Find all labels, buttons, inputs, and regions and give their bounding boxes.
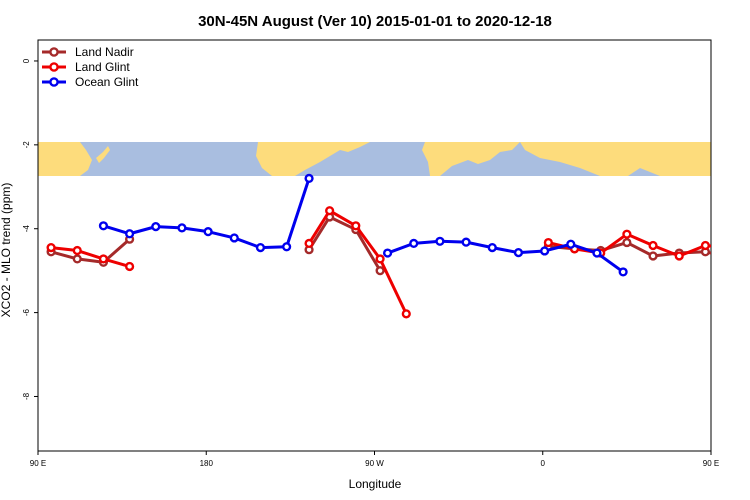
legend-marker — [49, 47, 59, 57]
map-land-north-america — [256, 142, 370, 176]
chart-title: 30N-45N August (Ver 10) 2015-01-01 to 20… — [198, 13, 552, 30]
series-line-ocean-glint — [739, 226, 750, 234]
data-point-land-glint — [543, 237, 553, 248]
series-ocean-glint — [98, 173, 750, 277]
data-point-land-glint — [648, 240, 658, 251]
data-point-ocean-glint — [229, 233, 239, 243]
data-point-ocean-glint — [487, 242, 497, 253]
map-land-asia — [38, 142, 92, 176]
legend-marker — [49, 62, 59, 72]
data-point-land-nadir — [375, 266, 385, 276]
data-point-ocean-glint — [304, 173, 314, 183]
data-point-ocean-glint — [461, 237, 471, 247]
data-point-ocean-glint — [255, 242, 266, 253]
data-point-land-glint — [304, 238, 314, 249]
x-tick-label: 0 — [541, 459, 546, 468]
series-land-nadir — [46, 212, 735, 276]
data-point-ocean-glint — [618, 267, 628, 277]
legend-item-ocean-glint: Ocean Glint — [42, 75, 139, 89]
data-point-land-glint — [401, 309, 411, 319]
data-point-ocean-glint — [409, 238, 419, 249]
legend-label: Land Glint — [75, 60, 130, 74]
data-point-ocean-glint — [151, 222, 161, 232]
data-point-land-glint — [700, 240, 710, 251]
map-land-japan-east — [660, 146, 673, 163]
legend-label: Land Nadir — [75, 45, 134, 59]
data-point-land-glint — [72, 245, 82, 256]
data-point-ocean-glint — [177, 223, 187, 233]
x-tick-label: 90 E — [30, 459, 46, 468]
map-land-japan — [96, 146, 110, 163]
data-point-ocean-glint — [592, 248, 602, 258]
y-axis: 0 -2 -4 -6 -8 — [22, 58, 38, 400]
data-point-land-glint — [674, 251, 684, 261]
data-point-land-glint — [125, 261, 135, 272]
series-line-land-glint — [50, 246, 131, 268]
x-tick-label: 90 W — [365, 459, 384, 468]
data-point-land-glint — [351, 221, 361, 231]
data-point-ocean-glint — [736, 222, 743, 229]
world-map-band — [38, 142, 711, 176]
data-point-ocean-glint — [382, 248, 393, 258]
data-point-ocean-glint — [513, 248, 524, 258]
series-line-ocean-glint — [387, 239, 625, 274]
data-point-ocean-glint — [203, 227, 213, 237]
series-line-ocean-glint — [102, 177, 311, 250]
data-point-ocean-glint — [98, 221, 109, 231]
legend-item-land-nadir: Land Nadir — [42, 45, 134, 59]
series-line-land-nadir — [307, 215, 382, 272]
y-axis-label: XCO2 - MLO trend (ppm) — [0, 183, 13, 318]
data-point-land-nadir — [728, 255, 735, 262]
x-tick-label: 180 — [200, 459, 214, 468]
y-tick-label: -4 — [22, 225, 31, 233]
y-tick-label: -2 — [22, 141, 31, 149]
data-point-land-glint — [728, 244, 735, 251]
legend-item-land-glint: Land Glint — [42, 60, 130, 74]
data-point-land-glint — [622, 229, 632, 239]
x-axis-label: Longitude — [349, 477, 402, 491]
data-point-land-nadir — [648, 251, 658, 261]
map-land-middle-east-asia — [520, 142, 711, 176]
y-tick-label: 0 — [22, 58, 31, 63]
series-layer — [46, 173, 750, 319]
data-point-land-glint — [46, 242, 56, 253]
y-tick-label: -8 — [22, 392, 31, 400]
data-point-ocean-glint — [435, 236, 445, 246]
legend-marker — [49, 77, 59, 87]
data-point-land-glint — [325, 206, 335, 216]
legend-label: Ocean Glint — [75, 75, 139, 89]
data-point-ocean-glint — [566, 239, 576, 249]
data-point-land-glint — [98, 254, 109, 264]
x-tick-label: 90 E — [703, 459, 719, 468]
data-point-ocean-glint — [282, 242, 292, 252]
data-point-ocean-glint — [125, 229, 135, 239]
y-tick-label: -6 — [22, 309, 31, 317]
data-point-land-nadir — [622, 237, 632, 248]
map-land-europe-africa — [422, 142, 520, 176]
data-point-ocean-glint — [540, 246, 550, 256]
data-point-land-glint — [375, 254, 385, 264]
data-point-land-nadir — [72, 254, 82, 264]
series-line-land-nadir — [50, 238, 131, 264]
